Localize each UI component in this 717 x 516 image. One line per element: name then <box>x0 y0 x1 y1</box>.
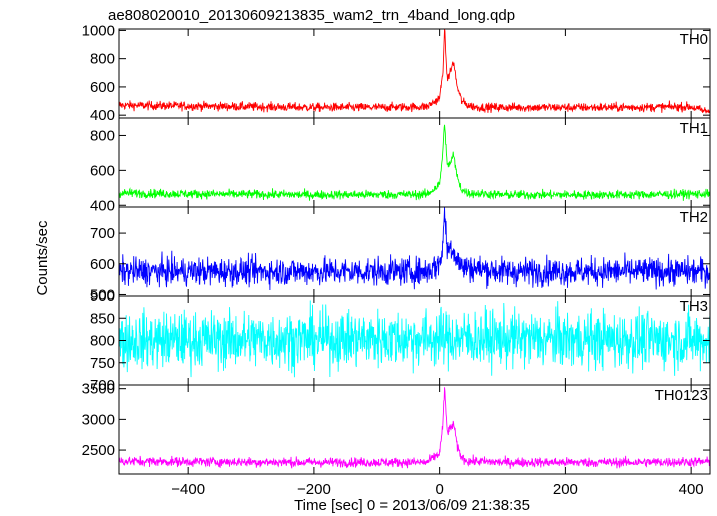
y-tick-label: 750 <box>90 355 115 372</box>
x-tick-label: 200 <box>553 481 578 498</box>
y-tick-label: 800 <box>90 333 115 350</box>
y-tick-label: 800 <box>90 127 115 144</box>
x-tick-label: 400 <box>679 481 704 498</box>
panels: 400 600 800 1000 TH0 400 600 800 TH1 500 600 700 TH2… <box>82 22 711 475</box>
y-tick-label: 400 <box>90 197 115 214</box>
y-tick-label: 600 <box>90 79 115 96</box>
series-line-th2 <box>119 207 710 290</box>
x-tick-label: −400 <box>171 481 205 498</box>
panel-label: TH2 <box>680 209 708 226</box>
chart-title: ae808020010_20130609213835_wam2_trn_4ban… <box>108 7 515 24</box>
y-tick-label: 600 <box>90 256 115 273</box>
panel-th2: 500 600 700 TH2 <box>90 206 711 303</box>
series-line-th3 <box>119 300 710 378</box>
panel-label: TH0123 <box>655 387 708 404</box>
y-tick-label: 600 <box>90 162 115 179</box>
panel-th1: 400 600 800 TH1 <box>90 117 711 214</box>
panel-th0: 400 600 800 1000 TH0 <box>82 22 711 124</box>
panel-frame <box>118 384 711 475</box>
y-axis-label: Counts/sec <box>34 220 51 296</box>
panel-label: TH0 <box>680 31 708 48</box>
panel-th3: 700 750 800 850 900 TH3 <box>90 288 711 394</box>
x-tick-label: −200 <box>297 481 331 498</box>
y-tick-label: 700 <box>90 225 115 242</box>
y-tick-label: 500 <box>90 286 115 303</box>
x-tick-label: 0 <box>435 481 443 498</box>
series-line-th1 <box>119 124 710 201</box>
y-tick-label: 800 <box>90 51 115 68</box>
y-tick-label: 850 <box>90 310 115 327</box>
x-axis-label: Time [sec] 0 = 2013/06/09 21:38:35 <box>294 497 530 514</box>
panel-label: TH1 <box>680 120 708 137</box>
panel-th0123: 2500 3000 3500 TH0123 <box>82 381 711 475</box>
y-tick-label: 400 <box>90 107 115 124</box>
y-tick-label: 2500 <box>82 442 115 459</box>
y-tick-label: 3000 <box>82 411 115 428</box>
y-tick-label: 700 <box>90 377 115 394</box>
panel-label: TH3 <box>680 298 708 315</box>
series-line-th0 <box>119 29 710 114</box>
y-tick-label: 900 <box>90 288 115 305</box>
x-axis: −400 −200 0 200 400 <box>171 481 703 498</box>
y-tick-label: 3500 <box>82 381 115 398</box>
series-line-th0123 <box>119 387 710 469</box>
y-tick-label: 1000 <box>82 22 115 39</box>
